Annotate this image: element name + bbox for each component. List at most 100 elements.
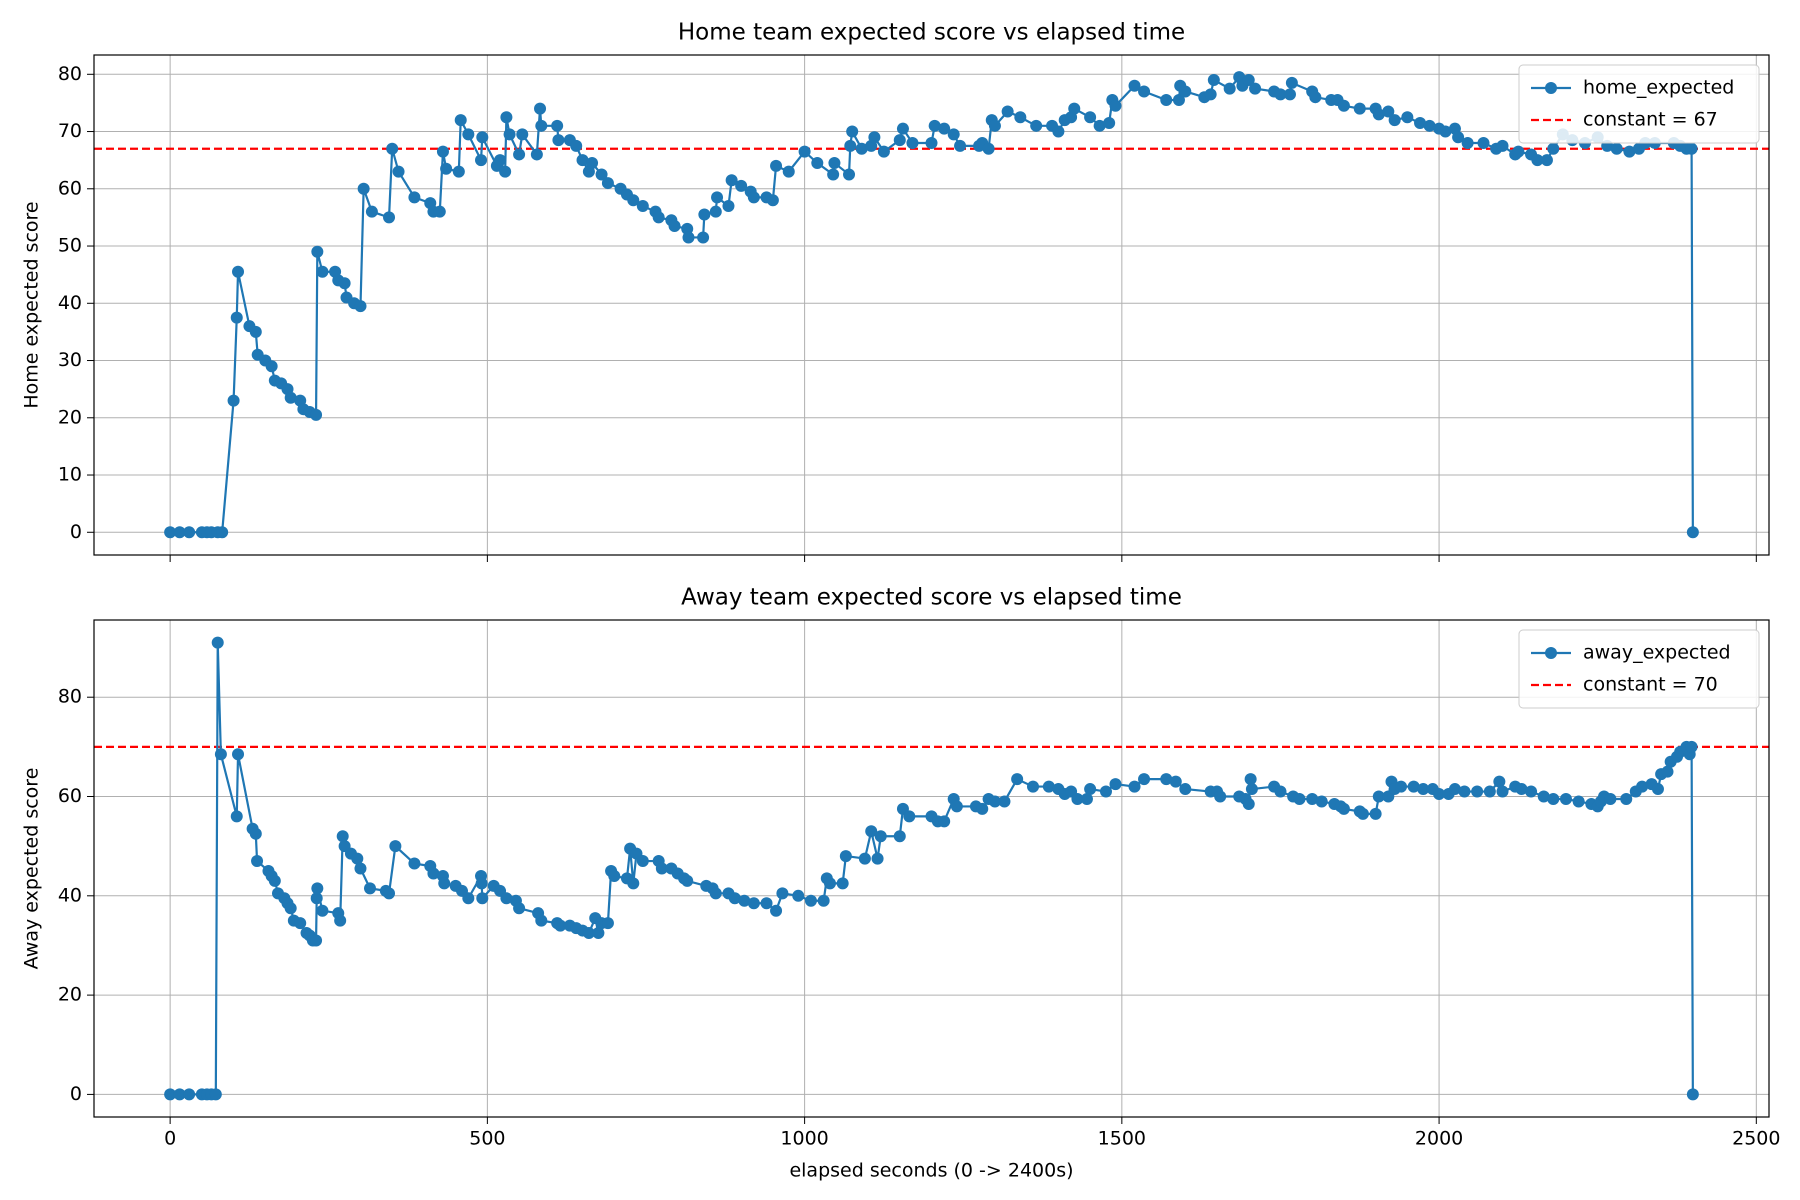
data-point (576, 154, 589, 167)
data-point (871, 852, 884, 865)
y-tick-label: 50 (58, 235, 82, 257)
data-point (462, 128, 475, 141)
data-point (1496, 139, 1509, 152)
data-point (476, 892, 489, 905)
data-point (1011, 773, 1024, 786)
legend-marker (1545, 82, 1557, 94)
data-point (735, 179, 748, 192)
data-point (893, 134, 906, 147)
data-point (1204, 88, 1217, 101)
x-tick-label: 2500 (1732, 1128, 1780, 1150)
data-point (516, 128, 529, 141)
data-point (982, 142, 995, 155)
data-point (950, 800, 963, 813)
data-point (1685, 740, 1698, 753)
data-point (1138, 85, 1151, 98)
data-point (595, 168, 608, 181)
data-point (1138, 773, 1151, 786)
data-point (652, 211, 665, 224)
data-point (698, 208, 711, 221)
data-point (265, 360, 278, 373)
data-point (1448, 783, 1461, 796)
data-point (877, 145, 890, 158)
legend-label: constant = 67 (1583, 109, 1718, 131)
y-tick-label: 80 (58, 686, 82, 708)
data-point (164, 1088, 177, 1101)
data-point (874, 830, 887, 843)
data-point (655, 862, 668, 875)
data-point (1042, 780, 1055, 793)
data-point (1223, 82, 1236, 95)
data-point (1274, 88, 1287, 101)
data-point (408, 191, 421, 204)
data-point (1179, 85, 1192, 98)
data-point (513, 902, 526, 915)
data-point (811, 157, 824, 170)
data-point (513, 148, 526, 161)
data-point (1242, 74, 1255, 87)
data-point (747, 897, 760, 910)
data-point (738, 894, 751, 907)
data-point (976, 802, 989, 815)
data-point (1128, 79, 1141, 92)
data-point (636, 855, 649, 868)
y-tick-label: 70 (58, 120, 82, 142)
data-point (500, 111, 513, 124)
data-point (462, 892, 475, 905)
legend-label: away_expected (1583, 642, 1731, 664)
data-point (776, 887, 789, 900)
data-point (893, 830, 906, 843)
data-point (1686, 526, 1699, 539)
data-point (1572, 795, 1585, 808)
data-point (173, 1088, 186, 1101)
data-point (310, 934, 323, 947)
x-tick-label: 1500 (1098, 1128, 1146, 1150)
data-point (947, 128, 960, 141)
data-point (534, 102, 547, 115)
data-point (1249, 82, 1262, 95)
data-point (230, 810, 243, 823)
data-point (214, 748, 227, 761)
data-point (782, 165, 795, 178)
data-point (554, 919, 567, 932)
data-point (334, 914, 347, 927)
data-point (251, 855, 264, 868)
data-point (232, 748, 245, 761)
data-point (766, 194, 779, 207)
data-point (1353, 102, 1366, 115)
data-point (173, 526, 186, 539)
y-tick-label: 60 (58, 785, 82, 807)
data-point (1014, 111, 1027, 124)
data-point (1169, 775, 1182, 788)
data-point (1093, 119, 1106, 132)
data-point (804, 894, 817, 907)
y-tick-label: 0 (70, 521, 82, 543)
data-point (310, 892, 323, 905)
data-point (1244, 773, 1257, 786)
data-point (1080, 792, 1093, 805)
data-point (1471, 785, 1484, 798)
axes-frame (93, 54, 1770, 556)
data-point (454, 114, 467, 127)
data-point (608, 869, 621, 882)
data-point (697, 231, 710, 244)
data-point (354, 862, 367, 875)
data-point (216, 526, 229, 539)
data-point (551, 119, 564, 132)
data-point (1493, 775, 1506, 788)
data-point (855, 142, 868, 155)
data-point (383, 211, 396, 224)
data-point (1636, 780, 1649, 793)
data-point (499, 165, 512, 178)
data-point (938, 122, 951, 135)
data-point (1439, 125, 1452, 138)
data-point (903, 810, 916, 823)
data-point (1030, 119, 1043, 132)
data-point (452, 165, 465, 178)
data-point (709, 205, 722, 218)
data-point (386, 142, 399, 155)
data-point (770, 159, 783, 172)
data-point (636, 199, 649, 212)
data-point (530, 148, 543, 161)
data-point (494, 154, 507, 167)
